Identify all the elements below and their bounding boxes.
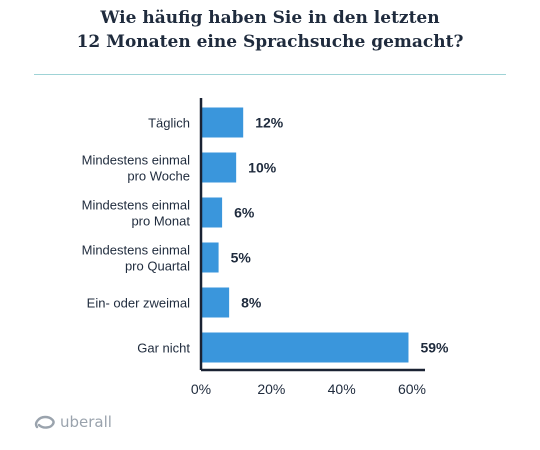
- x-tick-label: 40%: [328, 381, 356, 397]
- data-label: 12%: [255, 115, 284, 131]
- data-label: 5%: [231, 250, 252, 266]
- title-divider: [34, 74, 506, 75]
- data-label: 59%: [420, 340, 449, 356]
- x-tick-label: 0%: [191, 381, 211, 397]
- category-label: pro Monat: [131, 214, 190, 229]
- category-label: Mindestens einmal: [82, 198, 190, 213]
- bar: [201, 287, 230, 318]
- x-tick-label: 20%: [257, 381, 285, 397]
- data-label: 8%: [241, 295, 262, 311]
- category-label: Mindestens einmal: [82, 243, 190, 258]
- chart-title-line-2: 12 Monaten eine Sprachsuche gemacht?: [76, 32, 464, 52]
- uberall-logo-icon: [34, 415, 55, 429]
- category-label: pro Quartal: [125, 259, 190, 274]
- chart-title: Wie häufig haben Sie in den letzten 12 M…: [0, 6, 540, 54]
- chart-title-line-1: Wie häufig haben Sie in den letzten: [100, 8, 440, 28]
- bar: [201, 242, 219, 273]
- category-label: Ein- oder zweimal: [87, 296, 190, 311]
- brand-name: uberall: [60, 413, 112, 431]
- x-tick-label: 60%: [398, 381, 426, 397]
- bar: [201, 197, 223, 228]
- category-label: Gar nicht: [137, 341, 190, 356]
- data-label: 6%: [234, 205, 255, 221]
- category-label: Mindestens einmal: [82, 153, 190, 168]
- bar: [201, 152, 237, 183]
- data-label: 10%: [248, 160, 277, 176]
- category-label: pro Woche: [127, 169, 190, 184]
- bar: [201, 107, 244, 138]
- category-label: Täglich: [148, 116, 190, 131]
- bar: [201, 332, 409, 363]
- brand-logo: uberall: [34, 412, 112, 432]
